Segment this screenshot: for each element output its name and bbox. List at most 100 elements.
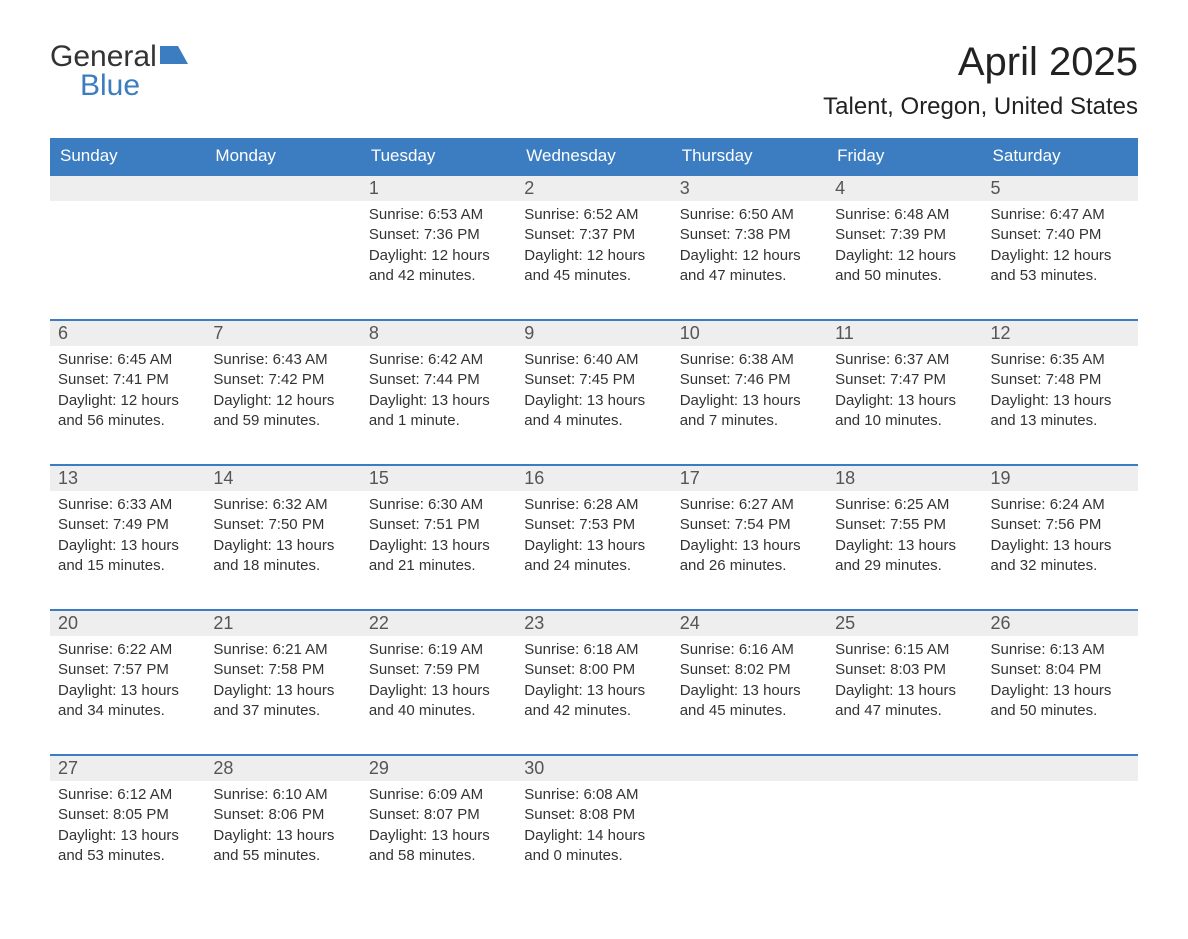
day-number-bar: 6789101112: [50, 319, 1138, 346]
month-title: April 2025: [823, 40, 1138, 85]
day-content: Sunrise: 6:33 AM Sunset: 7:49 PM Dayligh…: [50, 491, 205, 594]
day-content: Sunrise: 6:30 AM Sunset: 7:51 PM Dayligh…: [361, 491, 516, 594]
day-number: 8: [361, 321, 516, 346]
day-number: [205, 176, 360, 201]
day-number: 19: [983, 466, 1138, 491]
day-content: Sunrise: 6:13 AM Sunset: 8:04 PM Dayligh…: [983, 636, 1138, 739]
day-content: Sunrise: 6:24 AM Sunset: 7:56 PM Dayligh…: [983, 491, 1138, 594]
day-number: 22: [361, 611, 516, 636]
day-number: 4: [827, 176, 982, 201]
day-number: 18: [827, 466, 982, 491]
day-number: 30: [516, 756, 671, 781]
day-content: [672, 781, 827, 884]
day-number-bar: 13141516171819: [50, 464, 1138, 491]
day-content: Sunrise: 6:19 AM Sunset: 7:59 PM Dayligh…: [361, 636, 516, 739]
day-content: Sunrise: 6:40 AM Sunset: 7:45 PM Dayligh…: [516, 346, 671, 449]
day-content-row: Sunrise: 6:53 AM Sunset: 7:36 PM Dayligh…: [50, 201, 1138, 304]
calendar-week: 13141516171819Sunrise: 6:33 AM Sunset: 7…: [50, 464, 1138, 594]
day-content: Sunrise: 6:42 AM Sunset: 7:44 PM Dayligh…: [361, 346, 516, 449]
day-number: 21: [205, 611, 360, 636]
calendar-week: 27282930Sunrise: 6:12 AM Sunset: 8:05 PM…: [50, 754, 1138, 884]
calendar-week: 12345 Sunrise: 6:53 AM Sunset: 7:36 PM Da…: [50, 174, 1138, 304]
header-saturday: Saturday: [983, 138, 1138, 174]
day-content: Sunrise: 6:08 AM Sunset: 8:08 PM Dayligh…: [516, 781, 671, 884]
day-content: Sunrise: 6:12 AM Sunset: 8:05 PM Dayligh…: [50, 781, 205, 884]
day-number: 16: [516, 466, 671, 491]
day-content: Sunrise: 6:28 AM Sunset: 7:53 PM Dayligh…: [516, 491, 671, 594]
day-number: [50, 176, 205, 201]
day-number: 12: [983, 321, 1138, 346]
day-number: 11: [827, 321, 982, 346]
day-number: 13: [50, 466, 205, 491]
day-number: 17: [672, 466, 827, 491]
header: General Blue April 2025 Talent, Oregon, …: [50, 40, 1138, 133]
day-number-bar: 27282930: [50, 754, 1138, 781]
day-number: 2: [516, 176, 671, 201]
day-content: [827, 781, 982, 884]
header-thursday: Thursday: [672, 138, 827, 174]
day-number: 29: [361, 756, 516, 781]
day-content-row: Sunrise: 6:12 AM Sunset: 8:05 PM Dayligh…: [50, 781, 1138, 884]
day-number: [827, 756, 982, 781]
calendar: Sunday Monday Tuesday Wednesday Thursday…: [50, 138, 1138, 884]
day-number: 1: [361, 176, 516, 201]
calendar-header-row: Sunday Monday Tuesday Wednesday Thursday…: [50, 138, 1138, 174]
day-content: Sunrise: 6:50 AM Sunset: 7:38 PM Dayligh…: [672, 201, 827, 304]
day-content: Sunrise: 6:35 AM Sunset: 7:48 PM Dayligh…: [983, 346, 1138, 449]
day-content: Sunrise: 6:45 AM Sunset: 7:41 PM Dayligh…: [50, 346, 205, 449]
day-number: [983, 756, 1138, 781]
day-content: Sunrise: 6:25 AM Sunset: 7:55 PM Dayligh…: [827, 491, 982, 594]
header-wednesday: Wednesday: [516, 138, 671, 174]
calendar-week: 6789101112Sunrise: 6:45 AM Sunset: 7:41 …: [50, 319, 1138, 449]
calendar-week: 20212223242526Sunrise: 6:22 AM Sunset: 7…: [50, 609, 1138, 739]
header-tuesday: Tuesday: [361, 138, 516, 174]
day-number: 23: [516, 611, 671, 636]
day-content: Sunrise: 6:10 AM Sunset: 8:06 PM Dayligh…: [205, 781, 360, 884]
weeks-container: 12345Sunrise: 6:53 AM Sunset: 7:36 PM Da…: [50, 174, 1138, 884]
day-number: [672, 756, 827, 781]
title-section: April 2025 Talent, Oregon, United States: [823, 40, 1138, 133]
day-content: Sunrise: 6:27 AM Sunset: 7:54 PM Dayligh…: [672, 491, 827, 594]
day-content: Sunrise: 6:38 AM Sunset: 7:46 PM Dayligh…: [672, 346, 827, 449]
header-sunday: Sunday: [50, 138, 205, 174]
day-number: 15: [361, 466, 516, 491]
header-friday: Friday: [827, 138, 982, 174]
day-number: 10: [672, 321, 827, 346]
day-content: [50, 201, 205, 304]
day-content: Sunrise: 6:52 AM Sunset: 7:37 PM Dayligh…: [516, 201, 671, 304]
day-number: 20: [50, 611, 205, 636]
day-content: Sunrise: 6:18 AM Sunset: 8:00 PM Dayligh…: [516, 636, 671, 739]
day-content: Sunrise: 6:53 AM Sunset: 7:36 PM Dayligh…: [361, 201, 516, 304]
day-content-row: Sunrise: 6:22 AM Sunset: 7:57 PM Dayligh…: [50, 636, 1138, 739]
logo-text-blue: Blue: [80, 69, 188, 103]
day-content-row: Sunrise: 6:45 AM Sunset: 7:41 PM Dayligh…: [50, 346, 1138, 449]
day-content: Sunrise: 6:21 AM Sunset: 7:58 PM Dayligh…: [205, 636, 360, 739]
day-number: 28: [205, 756, 360, 781]
day-number: 6: [50, 321, 205, 346]
day-number: 25: [827, 611, 982, 636]
day-content: Sunrise: 6:48 AM Sunset: 7:39 PM Dayligh…: [827, 201, 982, 304]
day-number-bar: 20212223242526: [50, 609, 1138, 636]
day-number: 5: [983, 176, 1138, 201]
day-number: 26: [983, 611, 1138, 636]
day-number: 7: [205, 321, 360, 346]
day-content: Sunrise: 6:16 AM Sunset: 8:02 PM Dayligh…: [672, 636, 827, 739]
day-content-row: Sunrise: 6:33 AM Sunset: 7:49 PM Dayligh…: [50, 491, 1138, 594]
day-number: 14: [205, 466, 360, 491]
day-number: 24: [672, 611, 827, 636]
day-content: Sunrise: 6:43 AM Sunset: 7:42 PM Dayligh…: [205, 346, 360, 449]
day-content: Sunrise: 6:37 AM Sunset: 7:47 PM Dayligh…: [827, 346, 982, 449]
location-text: Talent, Oregon, United States: [823, 93, 1138, 121]
day-number: 9: [516, 321, 671, 346]
day-content: [205, 201, 360, 304]
day-content: [983, 781, 1138, 884]
day-number: 3: [672, 176, 827, 201]
logo: General Blue: [50, 40, 188, 103]
day-content: Sunrise: 6:15 AM Sunset: 8:03 PM Dayligh…: [827, 636, 982, 739]
logo-flag-icon: [160, 40, 188, 74]
header-monday: Monday: [205, 138, 360, 174]
day-content: Sunrise: 6:09 AM Sunset: 8:07 PM Dayligh…: [361, 781, 516, 884]
day-number: 27: [50, 756, 205, 781]
day-content: Sunrise: 6:22 AM Sunset: 7:57 PM Dayligh…: [50, 636, 205, 739]
day-content: Sunrise: 6:47 AM Sunset: 7:40 PM Dayligh…: [983, 201, 1138, 304]
